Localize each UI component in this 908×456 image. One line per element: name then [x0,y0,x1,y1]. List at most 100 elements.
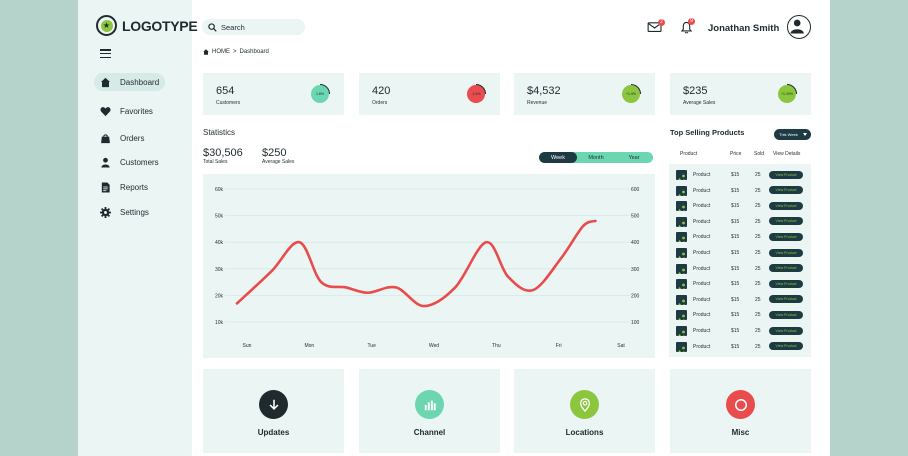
tab-week[interactable]: Week [539,152,577,163]
sidebar-item-label: Favorites [120,106,153,116]
search-input[interactable] [221,22,301,32]
bag-icon [101,133,110,143]
product-price: $15 [731,281,740,288]
product-sold: 25 [755,187,761,194]
stat-value: $4,532 [527,85,561,97]
sidebar-item-label: Customers [120,157,159,167]
table-row: Product $15 25 View Product [669,169,811,181]
stat-card-customers[interactable]: 654 Customers 1.8% [203,73,344,115]
sidebar-item-customers[interactable]: Customers [94,153,165,171]
notification-button[interactable]: 9 [681,18,695,35]
stat-change: 1.8% [311,85,329,103]
product-sold: 25 [755,203,761,210]
progress-ring-icon: +1.9% [621,84,641,104]
period-dropdown-value: This Week [779,132,798,137]
logo[interactable]: ★ LOGOTYPE [96,15,198,36]
view-product-button[interactable]: View Product [769,326,803,335]
view-product-button[interactable]: View Product [769,232,803,241]
view-product-button[interactable]: View Product [769,248,803,257]
product-sold: 25 [755,312,761,319]
product-price: $15 [731,234,740,241]
stat-change: -1.5% [467,85,485,103]
mail-button[interactable]: 2 [647,19,665,34]
product-image-icon [676,216,687,227]
tile-updates[interactable]: Updates [203,369,344,453]
hamburger-menu-icon[interactable] [100,49,111,58]
breadcrumb: HOME > Dashboard [203,49,269,55]
stat-change: +1.9% [622,85,640,103]
y-tick-label-left: 50k [215,214,224,220]
table-row: Product $15 25 View Product [669,341,811,353]
view-product-button[interactable]: View Product [769,310,803,319]
view-product-button[interactable]: View Product [769,186,803,195]
product-image-icon [676,310,687,321]
stat-card-revenue[interactable]: $4,532 Revenue +1.9% [514,73,655,115]
view-product-button[interactable]: View Product [769,264,803,273]
y-tick-label-left: 20k [215,293,224,299]
statistics-chart: 60k 600 50k 500 40k 400 30k 300 20k 200 10k 100 Sun M… [203,174,655,358]
user-name[interactable]: Jonathan Smith [708,23,780,34]
table-row: Product $15 25 View Product [669,185,811,197]
sidebar-item-dashboard[interactable]: Dashboard [94,73,166,91]
product-price: $15 [731,203,740,210]
table-row: Product $15 25 View Product [669,216,811,228]
total-sales-label: Total Sales [203,159,228,165]
table-row: Product $15 25 View Product [669,247,811,259]
view-product-button[interactable]: View Product [769,295,803,304]
stat-card-orders[interactable]: 420 Orders -1.5% [359,73,500,115]
table-row: Product $15 25 View Product [669,200,811,212]
view-product-button[interactable]: View Product [769,279,803,288]
search-bar[interactable] [202,19,305,35]
stat-change: +1.29% [778,85,796,103]
product-price: $15 [731,343,740,350]
sidebar: ★ LOGOTYPE Dashboard Favorites Orders Cu… [78,0,198,456]
background-shape-right [830,0,908,456]
home-icon [203,49,209,55]
view-product-button[interactable]: View Product [769,217,803,226]
breadcrumb-home[interactable]: HOME [212,49,230,55]
y-tick-label-left: 30k [215,267,224,273]
column-header-view-details: View Details [773,151,801,157]
tab-year[interactable]: Year [628,154,640,161]
product-name: Product [693,265,711,272]
x-tick-label: Wed [429,343,439,349]
breadcrumb-separator: > [233,49,237,55]
tile-label: Updates [257,428,290,437]
tile-misc[interactable]: Misc [670,369,811,453]
tile-label: Locations [565,428,604,437]
tab-month[interactable]: Month [588,154,604,161]
sidebar-item-favorites[interactable]: Favorites [94,102,159,120]
user-icon [101,157,110,168]
progress-ring-icon: 1.8% [310,84,330,104]
stat-card-average-sales[interactable]: $235 Average Sales +1.29% [670,73,811,115]
product-price: $15 [731,312,740,319]
column-header-price: Price [730,151,742,157]
map-pin-icon [570,390,599,419]
product-sold: 25 [755,218,761,225]
product-sold: 25 [755,265,761,272]
column-header-product: Product [680,151,698,157]
y-tick-label-right: 200 [631,293,640,299]
view-product-button[interactable]: View Product [769,170,803,179]
tile-channel[interactable]: Channel [359,369,500,453]
product-name: Product [693,312,711,319]
product-image-icon [676,294,687,305]
product-name: Product [693,250,711,256]
download-icon [259,390,288,419]
tile-locations[interactable]: Locations [514,369,655,453]
sidebar-item-orders[interactable]: Orders [94,129,150,147]
sidebar-item-settings[interactable]: Settings [94,203,155,221]
period-dropdown[interactable]: This Week [774,129,811,140]
product-price: $15 [731,250,740,256]
view-product-button[interactable]: View Product [769,342,803,351]
view-product-button[interactable]: View Product [769,201,803,210]
product-price: $15 [731,296,740,303]
y-tick-label-left: 60k [215,187,224,193]
sidebar-item-reports[interactable]: Reports [94,178,154,196]
table-row: Product $15 25 View Product [669,231,811,243]
product-price: $15 [731,218,740,225]
avatar[interactable] [787,15,811,39]
table-row: Product $15 25 View Product [669,325,811,337]
background-shape-left [0,0,78,456]
product-sold: 25 [755,296,761,303]
